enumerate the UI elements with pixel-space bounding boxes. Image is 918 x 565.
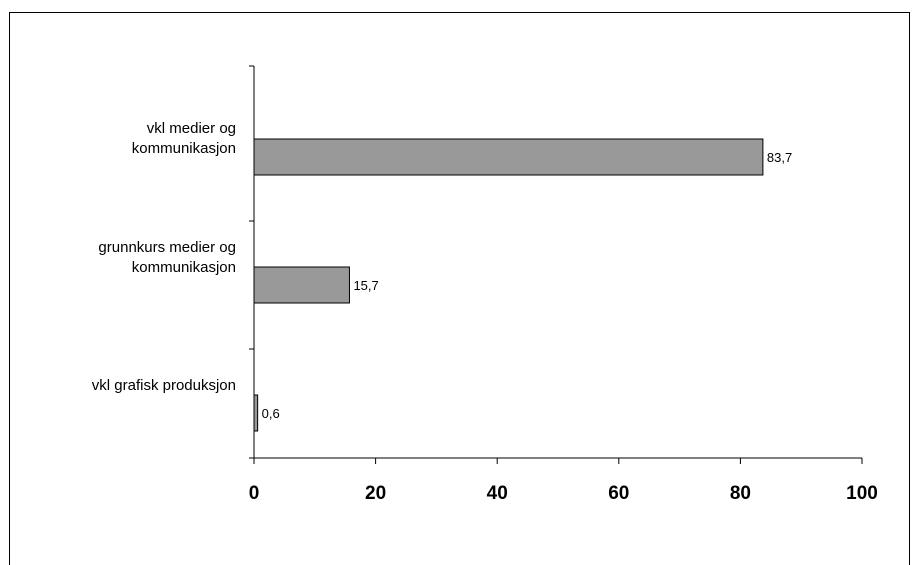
chart-frame	[9, 12, 910, 565]
x-tick-label: 100	[846, 483, 878, 504]
x-tick-label: 20	[365, 483, 386, 504]
category-label: grunnkurs medier og	[98, 239, 236, 256]
x-tick-label: 0	[249, 483, 260, 504]
data-label: 83,7	[767, 150, 792, 165]
category-label: vkl medier og	[147, 120, 236, 137]
bar	[253, 266, 350, 304]
category-label: kommunikasjon	[132, 140, 236, 157]
data-label: 0,6	[262, 406, 280, 421]
bar	[253, 138, 764, 176]
bar	[253, 394, 259, 432]
category-label: vkl grafisk produksjon	[92, 377, 236, 394]
data-label: 15,7	[353, 278, 378, 293]
x-tick-label: 60	[608, 483, 629, 504]
x-tick-label: 80	[730, 483, 751, 504]
category-label: kommunikasjon	[132, 259, 236, 276]
x-tick-label: 40	[487, 483, 508, 504]
